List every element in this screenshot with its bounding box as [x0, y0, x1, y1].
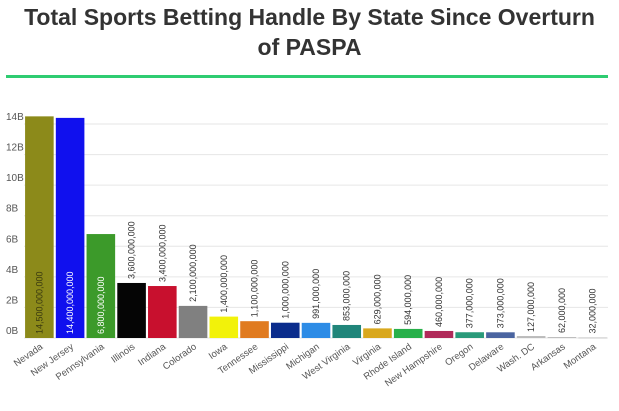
- data-label: 3,600,000,000: [127, 221, 137, 279]
- data-label: 629,000,000: [372, 274, 382, 324]
- bar: [516, 336, 546, 338]
- bar: [486, 332, 515, 338]
- data-label: 32,000,000: [588, 288, 598, 333]
- data-label: 1,400,000,000: [219, 255, 229, 313]
- bar: [578, 337, 607, 339]
- bar: [455, 332, 484, 338]
- bar: [178, 305, 208, 338]
- y-tick-label: 8B: [6, 204, 19, 215]
- data-label: 127,000,000: [526, 282, 536, 332]
- data-label: 1,100,000,000: [250, 260, 260, 318]
- bar: [363, 328, 392, 338]
- data-label: 62,000,000: [557, 288, 567, 333]
- data-label: 2,100,000,000: [188, 244, 198, 302]
- x-category-label: Montana: [562, 341, 599, 372]
- y-tick-label: 12B: [6, 143, 24, 154]
- x-category-label: Arkansas: [529, 341, 568, 373]
- y-tick-label: 0B: [6, 326, 19, 337]
- chart-title-line-1: Total Sports Betting Handle By State Sin…: [24, 4, 595, 30]
- y-tick-label: 4B: [6, 265, 19, 276]
- bar: [117, 282, 146, 338]
- bar: [55, 117, 85, 338]
- bar: [332, 324, 362, 338]
- chart-title: Total Sports Betting Handle By State Sin…: [0, 2, 619, 62]
- x-category-label: Illinois: [109, 341, 137, 365]
- title-divider: [6, 75, 608, 78]
- bar: [148, 286, 177, 338]
- bar: [240, 321, 269, 338]
- y-tick-label: 10B: [6, 173, 24, 184]
- data-label: 14,400,000,000: [65, 271, 75, 334]
- data-label: 1,000,000,000: [280, 261, 290, 319]
- data-label: 3,400,000,000: [157, 224, 167, 282]
- bar: [547, 337, 577, 338]
- data-label: 6,800,000,000: [96, 276, 106, 334]
- bar: [86, 234, 116, 338]
- data-label: 853,000,000: [342, 271, 352, 321]
- x-category-label: Iowa: [207, 341, 230, 362]
- data-label: 594,000,000: [403, 275, 413, 325]
- data-label: 373,000,000: [495, 278, 505, 328]
- bar: [393, 328, 423, 338]
- y-tick-label: 6B: [6, 234, 19, 245]
- y-tick-label: 14B: [6, 112, 24, 123]
- data-label: 14,500,000,000: [34, 271, 44, 334]
- y-tick-label: 2B: [6, 295, 19, 306]
- bar: [301, 322, 331, 338]
- bar: [209, 316, 239, 338]
- bar: [25, 116, 54, 338]
- x-category-label: Colorado: [161, 341, 199, 372]
- data-label: 991,000,000: [311, 269, 321, 319]
- data-label: 460,000,000: [434, 277, 444, 327]
- chart-title-line-2: of PASPA: [257, 34, 362, 60]
- bar: [270, 322, 300, 338]
- bar: [424, 330, 454, 338]
- data-label: 377,000,000: [465, 278, 475, 328]
